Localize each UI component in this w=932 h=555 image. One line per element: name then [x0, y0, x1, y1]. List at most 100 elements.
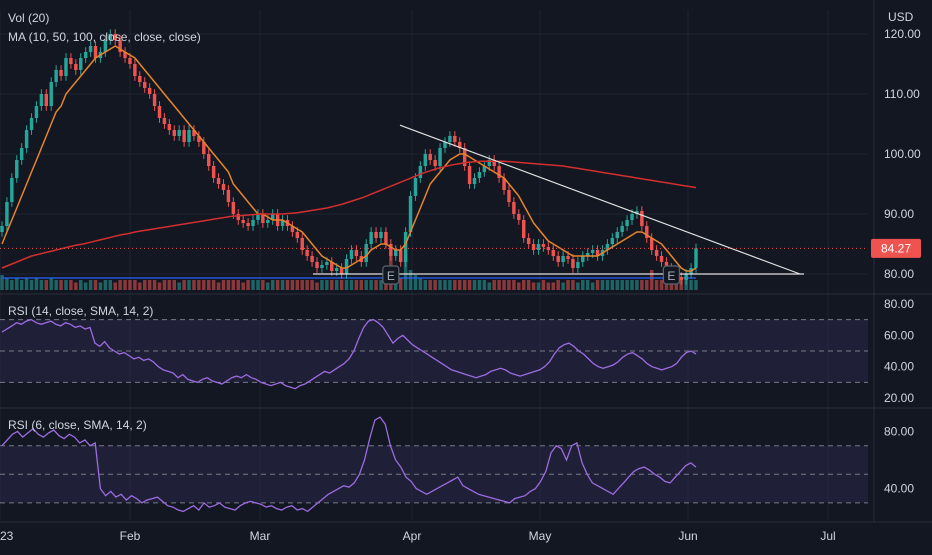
- last-price-value: 84.27: [881, 241, 911, 255]
- candle-body: [339, 268, 344, 274]
- candle-body: [167, 124, 172, 130]
- volume-bar: [344, 280, 349, 290]
- candle-body: [315, 262, 319, 268]
- volume-bar: [649, 270, 654, 290]
- volume-bar: [354, 280, 359, 290]
- candle-body: [458, 142, 462, 148]
- volume-bar: [167, 280, 172, 290]
- candle-body: [487, 160, 491, 166]
- candle-body: [443, 142, 447, 148]
- candle-body: [88, 46, 93, 52]
- candle-body: [364, 244, 368, 262]
- candle-body: [389, 244, 393, 256]
- candle-body: [453, 136, 457, 142]
- candle-body: [39, 94, 44, 106]
- resistance-trendline: [399, 124, 801, 275]
- volume-bar: [398, 277, 403, 290]
- candle-body: [74, 64, 78, 70]
- rsi2-line: [1, 416, 697, 513]
- candle-body: [256, 214, 260, 220]
- volume-bar: [202, 280, 206, 290]
- candle-body: [517, 214, 521, 220]
- volume-bar: [507, 280, 511, 290]
- legend-volume[interactable]: Vol (20): [8, 11, 49, 25]
- candle-body: [236, 214, 240, 220]
- volume-bar: [689, 280, 693, 290]
- candle-body: [526, 238, 531, 244]
- candle-body: [462, 148, 467, 166]
- candle-body: [216, 178, 221, 184]
- candle-body: [654, 250, 659, 256]
- price-tick-label: 90.00: [884, 207, 914, 221]
- volume-bar: [24, 277, 29, 290]
- rsi-6-pane[interactable]: [0, 416, 868, 513]
- volume-bar: [118, 280, 122, 290]
- volume-bar: [502, 280, 506, 290]
- volume-bar: [49, 277, 53, 290]
- ma-short-line: [1, 45, 697, 272]
- candle-body: [605, 244, 610, 250]
- legend-moving-averages[interactable]: MA (10, 50, 100, close, close, close): [8, 30, 201, 44]
- candle-body: [295, 232, 300, 238]
- candle-body: [83, 52, 88, 58]
- volume-bar: [645, 280, 649, 290]
- candle-body: [152, 94, 157, 106]
- candle-body: [19, 148, 24, 160]
- candle-body: [231, 202, 236, 214]
- volume-bar: [74, 282, 78, 290]
- candle-body: [507, 190, 511, 202]
- candle-body: [408, 196, 413, 232]
- volume-bar: [305, 280, 309, 290]
- volume-bar: [177, 282, 181, 290]
- candle-body: [522, 220, 526, 238]
- candle-body: [108, 34, 113, 40]
- volume-bar: [320, 280, 324, 290]
- volume-bar: [418, 277, 423, 290]
- volume-bar: [275, 280, 280, 290]
- candle-body: [305, 250, 309, 256]
- volume-bar: [458, 280, 462, 290]
- legend-rsi-14[interactable]: RSI (14, close, SMA, 14, 2): [8, 304, 153, 318]
- candle-body: [5, 202, 9, 226]
- candle-body: [270, 214, 275, 220]
- volume-bar: [349, 280, 354, 290]
- rsi1-tick-label: 60.00: [884, 328, 914, 342]
- volume-bar: [615, 280, 619, 290]
- volume-bar: [261, 280, 265, 290]
- volume-bar: [640, 280, 644, 290]
- candle-body: [561, 256, 565, 262]
- volume-bar: [226, 280, 231, 290]
- candle-body: [143, 82, 147, 88]
- volume-bar: [334, 280, 339, 290]
- candle-body: [103, 40, 108, 52]
- volume-bar: [679, 280, 683, 290]
- volume-bar: [339, 280, 344, 290]
- volume-bar: [29, 280, 34, 290]
- time-tick-label: Apr: [403, 529, 422, 543]
- candle-body: [59, 70, 63, 76]
- candle-body: [147, 88, 152, 94]
- volume-bar: [172, 280, 176, 290]
- candle-body: [325, 262, 329, 265]
- volume-bar: [467, 280, 472, 290]
- volume-bar: [290, 280, 295, 290]
- candle-body: [241, 220, 245, 223]
- currency-label: USD: [888, 10, 914, 24]
- candle-body: [477, 172, 482, 178]
- candle-body: [187, 130, 191, 142]
- volume-bar: [590, 282, 595, 290]
- candle-body: [620, 226, 624, 232]
- candle-body: [344, 259, 349, 274]
- volume-bar: [433, 280, 437, 290]
- candle-body: [202, 142, 206, 154]
- rsi-14-pane[interactable]: [0, 318, 868, 390]
- volume-bar: [551, 282, 555, 290]
- candle-body: [280, 220, 285, 226]
- volume-bar: [571, 280, 575, 290]
- volume-bar: [669, 280, 674, 290]
- legend-rsi-6[interactable]: RSI (6, close, SMA, 14, 2): [8, 418, 147, 432]
- volume-bar: [69, 280, 73, 290]
